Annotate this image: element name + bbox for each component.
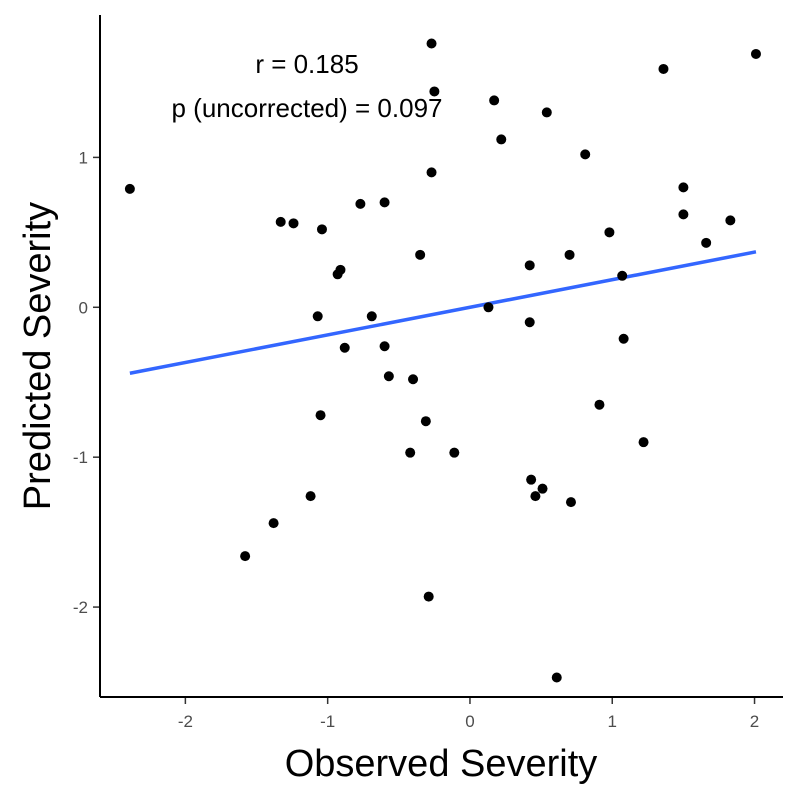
data-point [617,270,628,281]
data-point [426,38,437,49]
y-tick-label: -1 [73,448,88,467]
data-point [565,497,576,508]
data-point [383,371,394,382]
data-point [312,311,323,322]
data-point [339,342,350,353]
data-point [379,197,390,208]
data-point [379,341,390,352]
y-tick-label: 0 [79,298,88,317]
data-point [408,374,419,385]
annotation-r: r = 0.185 [255,49,358,79]
data-point [618,333,629,344]
data-point [658,63,669,74]
data-point [315,410,326,421]
data-point [564,249,575,260]
data-point [405,447,416,458]
data-point [524,260,535,271]
data-point [725,215,736,226]
data-point [551,672,562,683]
y-tick-label: 1 [79,148,88,167]
x-axis-title: Observed Severity [285,743,598,785]
data-point [449,447,460,458]
x-tick-label: 0 [465,712,474,731]
data-point [275,216,286,227]
data-point [524,317,535,328]
data-point [305,491,316,502]
y-tick-label: -2 [73,598,88,617]
x-tick-label: -1 [320,712,335,731]
data-point [124,183,135,194]
data-point [604,227,615,238]
data-point [541,107,552,118]
x-tick-label: 1 [608,712,617,731]
data-point [429,86,440,97]
data-point [526,474,537,485]
data-point [678,209,689,220]
data-point [678,182,689,193]
data-point [288,218,299,229]
ticks-layer: -2 -1 0 1 2 -2 -1 0 1 [73,148,759,731]
data-point [366,311,377,322]
data-point [420,416,431,427]
data-point [483,302,494,313]
data-point [426,167,437,178]
data-point [423,591,434,602]
x-tick-label: -2 [178,712,193,731]
data-point [355,198,366,209]
data-point [594,399,605,410]
x-tick-label: 2 [750,712,759,731]
points-layer [124,38,761,683]
data-point [268,518,279,529]
annotation-p: p (uncorrected) = 0.097 [172,93,443,123]
data-point [496,134,507,145]
data-point [580,149,591,160]
y-axis-title: Predicted Severity [17,202,59,510]
data-point [537,483,548,494]
data-point [701,237,712,248]
regression-line [129,250,757,375]
data-point [638,437,649,448]
data-point [530,491,541,502]
data-point [240,551,251,562]
data-point [489,95,500,106]
data-point [415,249,426,260]
data-point [750,48,761,59]
data-point [335,264,346,275]
data-point [316,224,327,235]
